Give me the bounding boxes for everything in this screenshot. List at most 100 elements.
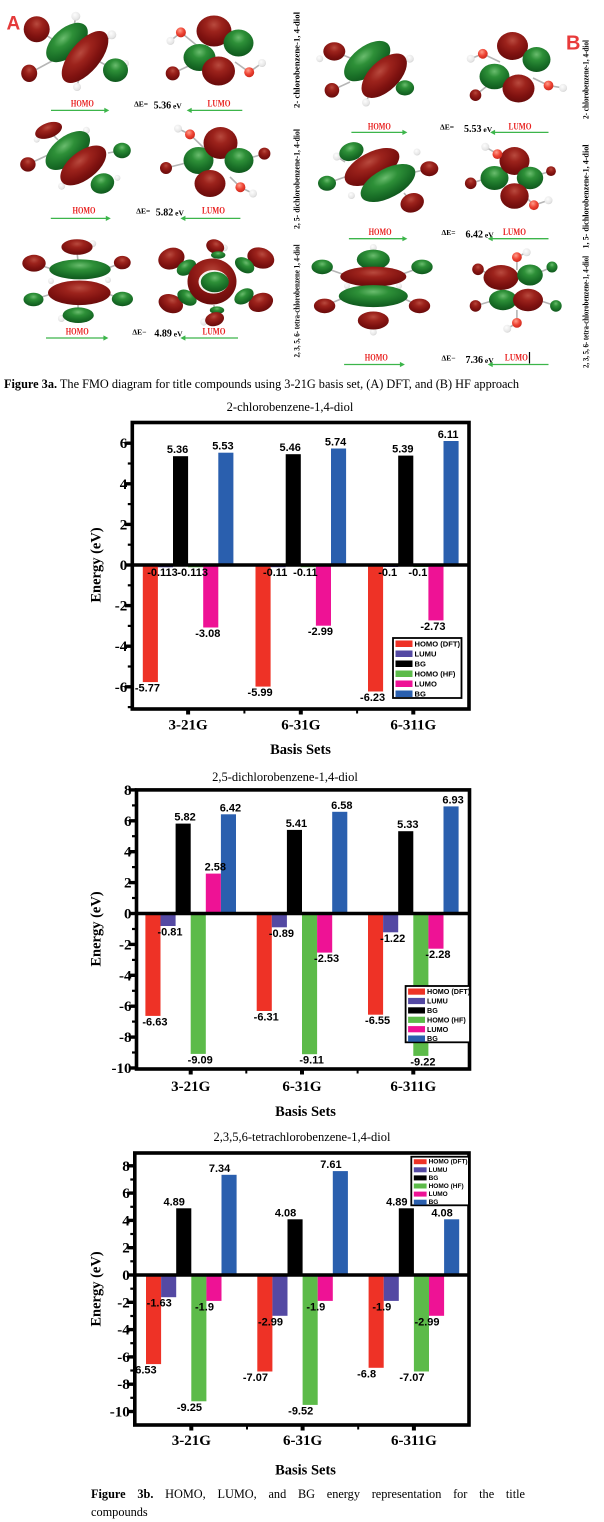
svg-text:-2.99: -2.99 bbox=[308, 626, 333, 638]
svg-text:5.53 eV: 5.53 eV bbox=[464, 124, 493, 135]
svg-text:-2.53: -2.53 bbox=[314, 953, 339, 965]
svg-text:4.08: 4.08 bbox=[275, 1207, 296, 1219]
svg-text:2, 5- dichlorobenzene-1, 4-dio: 2, 5- dichlorobenzene-1, 4-diol bbox=[293, 128, 302, 229]
svg-text:5.36: 5.36 bbox=[167, 444, 188, 456]
svg-text:-1.9: -1.9 bbox=[372, 1301, 391, 1313]
svg-text:Basis Sets: Basis Sets bbox=[275, 1104, 336, 1120]
svg-text:-6: -6 bbox=[119, 999, 132, 1015]
svg-text:LUMO: LUMO bbox=[415, 680, 437, 689]
svg-text:6-311G: 6-311G bbox=[391, 1433, 437, 1449]
svg-text:6-31G: 6-31G bbox=[281, 718, 320, 734]
svg-text:0: 0 bbox=[122, 1268, 130, 1284]
svg-text:-9.09: -9.09 bbox=[188, 1054, 213, 1066]
svg-text:-10: -10 bbox=[110, 1405, 130, 1421]
svg-text:ΔE=: ΔE= bbox=[442, 228, 456, 237]
svg-text:-6.8: -6.8 bbox=[357, 1368, 376, 1380]
svg-text:5.39: 5.39 bbox=[392, 444, 413, 456]
svg-text:-6.23: -6.23 bbox=[360, 692, 385, 704]
svg-text:LUMO: LUMO bbox=[203, 326, 226, 336]
svg-text:LUMO: LUMO bbox=[427, 1025, 449, 1034]
svg-text:4.89: 4.89 bbox=[163, 1196, 184, 1208]
svg-text:7.36 eV: 7.36 eV bbox=[466, 355, 495, 366]
svg-text:HOMO: HOMO bbox=[368, 122, 391, 132]
svg-text:HOMO: HOMO bbox=[71, 98, 94, 108]
svg-text:6: 6 bbox=[122, 1186, 130, 1202]
svg-text:6-31G: 6-31G bbox=[283, 1433, 322, 1449]
svg-text:-1.9: -1.9 bbox=[195, 1301, 214, 1313]
svg-text:-5.77: -5.77 bbox=[135, 683, 160, 695]
svg-text:2, 3, 5, 6- tetra-chlorobenzen: 2, 3, 5, 6- tetra-chlorobenzene-1, 4-dio… bbox=[582, 255, 591, 368]
svg-text:2,3,5,6-tetrachlorobenzene-1,4: 2,3,5,6-tetrachlorobenzene-1,4-diol bbox=[213, 1130, 391, 1144]
svg-text:-0.113: -0.113 bbox=[177, 567, 208, 579]
svg-text:5.33: 5.33 bbox=[397, 819, 418, 831]
svg-text:HOMO (HF): HOMO (HF) bbox=[427, 1015, 466, 1024]
svg-text:-1.63: -1.63 bbox=[147, 1298, 172, 1310]
svg-text:2: 2 bbox=[122, 1241, 130, 1257]
svg-text:-3.08: -3.08 bbox=[195, 628, 220, 640]
svg-text:4.08: 4.08 bbox=[431, 1207, 452, 1219]
svg-text:2,5-dichlorobenzene-1,4-diol: 2,5-dichlorobenzene-1,4-diol bbox=[212, 770, 358, 784]
svg-text:7.61: 7.61 bbox=[320, 1159, 341, 1171]
svg-text:4: 4 bbox=[124, 845, 132, 861]
svg-text:2- chlorobenzene-1, 4-diol: 2- chlorobenzene-1, 4-diol bbox=[293, 11, 302, 108]
svg-text:-8: -8 bbox=[117, 1377, 130, 1393]
svg-text:6.42: 6.42 bbox=[220, 802, 241, 814]
svg-text:LUMU: LUMU bbox=[429, 1167, 448, 1174]
svg-text:6-311G: 6-311G bbox=[390, 718, 436, 734]
svg-text:LUMU: LUMU bbox=[427, 997, 448, 1006]
svg-text:1, 5- dichlorobenzene-1, 4-dio: 1, 5- dichlorobenzene-1, 4-diol bbox=[582, 144, 591, 249]
svg-text:-8: -8 bbox=[119, 1030, 132, 1046]
svg-text:-0.1: -0.1 bbox=[408, 567, 427, 579]
svg-text:HOMO (DFT): HOMO (DFT) bbox=[415, 640, 461, 649]
svg-text:-2.99: -2.99 bbox=[414, 1316, 439, 1328]
svg-text:-0.89: -0.89 bbox=[269, 928, 294, 940]
svg-text:-6: -6 bbox=[117, 1350, 130, 1366]
svg-text:-2.99: -2.99 bbox=[258, 1316, 283, 1328]
svg-text:-0.11: -0.11 bbox=[293, 567, 317, 579]
svg-text:ΔE−: ΔE− bbox=[132, 327, 146, 336]
svg-text:-5.99: -5.99 bbox=[248, 687, 273, 699]
svg-text:LUMO: LUMO bbox=[503, 227, 526, 237]
svg-text:6-311G: 6-311G bbox=[390, 1079, 436, 1095]
svg-text:5.82 eV: 5.82 eV bbox=[156, 208, 185, 219]
svg-text:-4: -4 bbox=[119, 968, 132, 984]
svg-text:HOMO: HOMO bbox=[365, 353, 388, 363]
svg-text:3-21G: 3-21G bbox=[172, 1433, 211, 1449]
svg-text:-9.22: -9.22 bbox=[410, 1056, 435, 1068]
svg-text:Energy (eV): Energy (eV) bbox=[89, 1251, 105, 1326]
svg-text:2: 2 bbox=[124, 876, 132, 892]
svg-text:5.36 eV: 5.36 eV bbox=[154, 101, 183, 112]
svg-text:-6.53: -6.53 bbox=[132, 1365, 157, 1377]
svg-text:BG: BG bbox=[427, 1006, 438, 1015]
svg-text:6.93: 6.93 bbox=[442, 794, 463, 806]
svg-text:-7.07: -7.07 bbox=[243, 1372, 268, 1384]
svg-text:BG: BG bbox=[427, 1034, 438, 1043]
svg-text:2-chlorobenzene-1,4-diol: 2-chlorobenzene-1,4-diol bbox=[227, 400, 354, 414]
svg-text:-9.52: -9.52 bbox=[288, 1405, 313, 1417]
svg-text:Basis Sets: Basis Sets bbox=[270, 742, 331, 758]
svg-text:-6.63: -6.63 bbox=[142, 1016, 167, 1028]
svg-text:5.82: 5.82 bbox=[174, 812, 195, 824]
svg-text:3-21G: 3-21G bbox=[171, 1079, 210, 1095]
svg-text:ΔE=: ΔE= bbox=[136, 207, 150, 216]
svg-text:-6.55: -6.55 bbox=[365, 1015, 390, 1027]
svg-text:LUMO: LUMO bbox=[429, 1191, 448, 1198]
svg-text:HOMO: HOMO bbox=[73, 206, 96, 216]
svg-text:3-21G: 3-21G bbox=[169, 718, 208, 734]
svg-text:0: 0 bbox=[120, 558, 128, 574]
svg-text:LUMO: LUMO bbox=[505, 353, 528, 363]
svg-text:6.58: 6.58 bbox=[331, 800, 352, 812]
svg-text:2- chlorobenzene-1, 4-diol: 2- chlorobenzene-1, 4-diol bbox=[582, 39, 591, 119]
svg-text:-0.11: -0.11 bbox=[263, 567, 287, 579]
svg-text:6: 6 bbox=[124, 814, 132, 830]
svg-text:0: 0 bbox=[124, 907, 132, 923]
svg-text:LUMU: LUMU bbox=[415, 650, 437, 659]
svg-text:2.58: 2.58 bbox=[205, 862, 226, 874]
svg-text:4.89: 4.89 bbox=[386, 1196, 407, 1208]
svg-text:HOMO: HOMO bbox=[66, 326, 89, 336]
svg-text:-2: -2 bbox=[119, 937, 132, 953]
svg-text:-4: -4 bbox=[115, 639, 128, 655]
svg-text:4.89 eV: 4.89 eV bbox=[154, 329, 183, 340]
svg-text:B: B bbox=[566, 33, 580, 55]
svg-text:-6: -6 bbox=[115, 680, 128, 696]
